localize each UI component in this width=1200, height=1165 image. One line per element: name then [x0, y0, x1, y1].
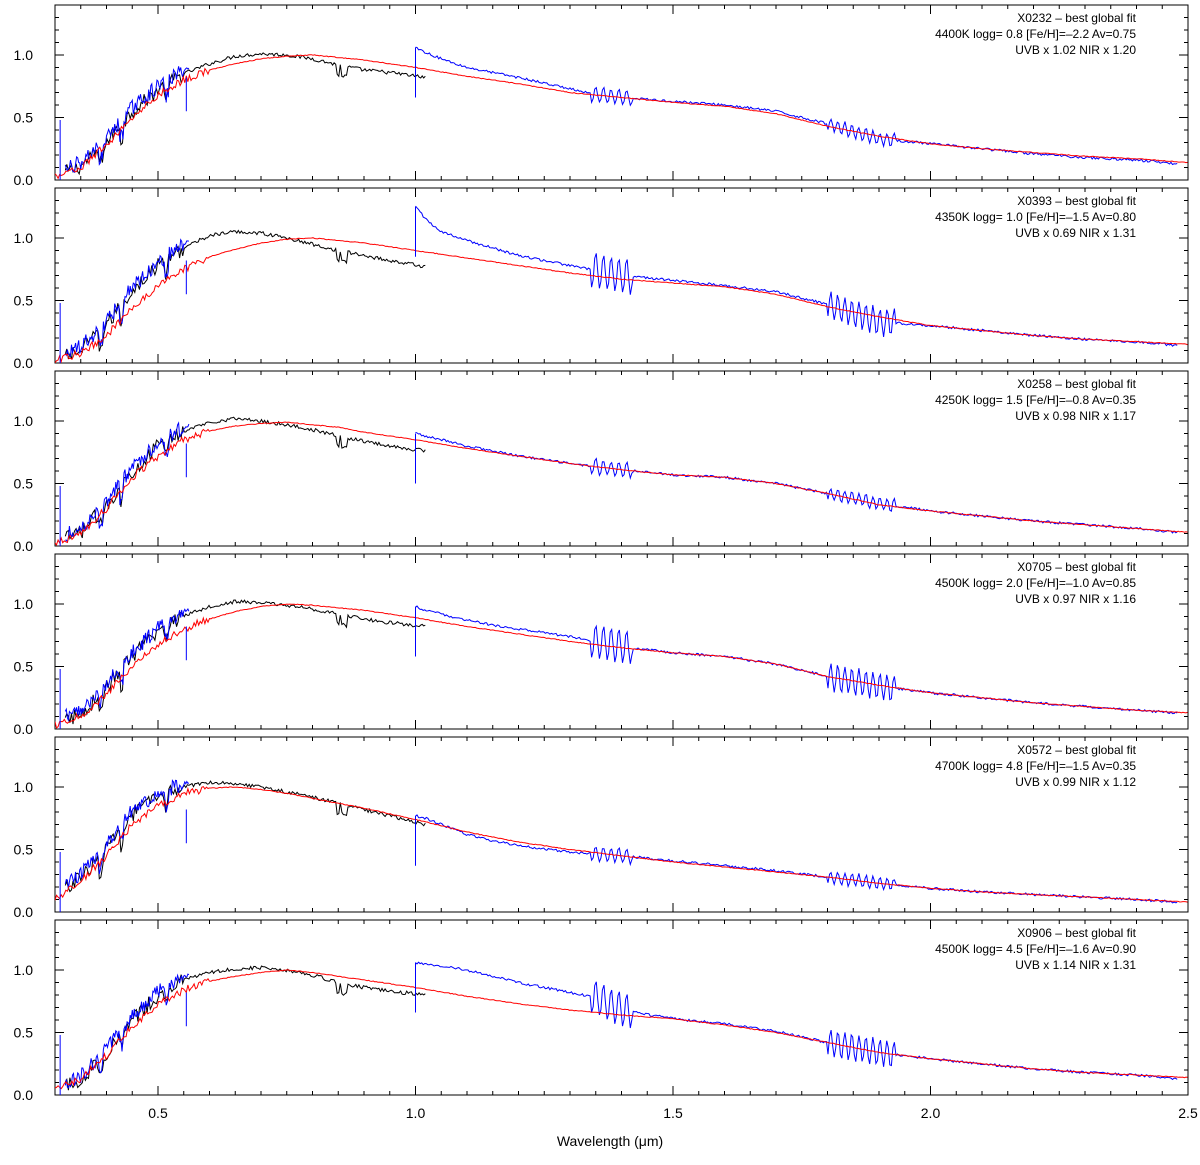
panel-params: 4500K logg= 2.0 [Fe/H]=–1.0 Av=0.85 [935, 576, 1136, 590]
panel-scales: UVB x 0.99 NIR x 1.12 [1015, 775, 1136, 789]
panel-scales: UVB x 1.02 NIR x 1.20 [1015, 43, 1136, 57]
panel-x0572: 0.0 0.5 1.0 X0572 – best global fit 4700K lo… [14, 736, 1189, 920]
panel-title: X0393 – best global fit [1017, 194, 1136, 208]
x-tick-label: 1.0 [406, 1105, 426, 1121]
y-tick-label: 0.0 [14, 1087, 34, 1103]
y-tick-label: 1.0 [14, 230, 34, 246]
y-tick-label: 1.0 [14, 596, 34, 612]
panel-plot-area [55, 46, 1188, 180]
y-tick-label: 0.0 [14, 721, 34, 737]
y-tick-label: 0.0 [14, 904, 34, 920]
panel-params: 4350K logg= 1.0 [Fe/H]=–1.5 Av=0.80 [935, 210, 1136, 224]
panel-params: 4700K logg= 4.8 [Fe/H]=–1.5 Av=0.35 [935, 759, 1136, 773]
model-spectrum [55, 237, 1188, 363]
uvb-spectrum [65, 421, 190, 543]
uvb-spectrum [64, 238, 189, 357]
y-tick-label: 0.5 [14, 110, 34, 126]
x-axis: 0.5 1.0 1.5 2.0 2.5 [148, 1105, 1198, 1121]
nir-spectrum [415, 46, 1178, 166]
x-tick-label: 2.0 [921, 1105, 941, 1121]
panel-plot-area [55, 961, 1188, 1095]
x-tick-label: 1.5 [663, 1105, 683, 1121]
x-tick-label: 0.5 [148, 1105, 168, 1121]
model-spectrum [55, 785, 1188, 903]
uvb-vis-spectrum [64, 416, 426, 540]
uvb-spectrum [64, 66, 190, 173]
y-tick-label: 0.5 [14, 1025, 34, 1041]
nir-spectrum [415, 205, 1178, 347]
y-tick-label: 1.0 [14, 413, 34, 429]
uvb-spectrum [64, 608, 190, 723]
panel-scales: UVB x 0.98 NIR x 1.17 [1015, 409, 1136, 423]
panel-x0393: 0.0 0.5 1.0 X0393 – best global fit 4350K lo… [14, 187, 1189, 371]
nir-spectrum [415, 431, 1178, 534]
panel-x0705: 0.0 0.5 1.0 X0705 – best global fit 4500K lo… [14, 553, 1189, 737]
panel-x0906: 0.0 0.5 1.0 X0906 – best global fit 4500K lo… [14, 919, 1189, 1103]
model-spectrum [55, 54, 1188, 180]
panel-title: X0572 – best global fit [1017, 743, 1136, 757]
nir-spectrum [415, 961, 1178, 1081]
uvb-vis-spectrum [64, 780, 426, 893]
y-tick-label: 0.5 [14, 293, 34, 309]
x-tick-label: 2.5 [1178, 1105, 1198, 1121]
panel-scales: UVB x 1.14 NIR x 1.31 [1015, 958, 1136, 972]
panel-plot-area [55, 779, 1188, 912]
x-axis-label: Wavelength (μm) [557, 1133, 663, 1149]
y-tick-label: 1.0 [14, 962, 34, 978]
panel-plot-area [55, 416, 1188, 546]
panel-params: 4250K logg= 1.5 [Fe/H]=–0.8 Av=0.35 [935, 393, 1136, 407]
uvb-vis-spectrum [64, 52, 426, 176]
nir-spectrum [415, 605, 1178, 715]
uvb-vis-spectrum [64, 965, 426, 1091]
panel-title: X0232 – best global fit [1017, 11, 1136, 25]
y-tick-label: 0.0 [14, 538, 34, 554]
panel-params: 4500K logg= 4.5 [Fe/H]=–1.6 Av=0.90 [935, 942, 1136, 956]
model-spectrum [55, 969, 1188, 1090]
panel-scales: UVB x 0.97 NIR x 1.16 [1015, 592, 1136, 606]
uvb-vis-spectrum [64, 229, 426, 360]
y-tick-label: 0.5 [14, 842, 34, 858]
model-spectrum [55, 603, 1188, 729]
y-tick-label: 0.0 [14, 355, 34, 371]
panel-scales: UVB x 0.69 NIR x 1.31 [1015, 226, 1136, 240]
nir-spectrum [415, 814, 1178, 904]
y-tick-label: 0.5 [14, 476, 34, 492]
model-spectrum [55, 421, 1188, 546]
uvb-spectrum [64, 779, 190, 889]
panel-params: 4400K logg= 0.8 [Fe/H]=–2.2 Av=0.75 [935, 27, 1136, 41]
panel-title: X0705 – best global fit [1017, 560, 1136, 574]
panel-title: X0258 – best global fit [1017, 377, 1136, 391]
panel-title: X0906 – best global fit [1017, 926, 1136, 940]
uvb-vis-spectrum [64, 599, 426, 725]
panel-x0258: 0.0 0.5 1.0 X0258 – best global fit 4250K lo… [14, 370, 1189, 554]
panel-x0232: 0.0 0.5 1.0 X0232 – best global fit 4400K lo… [14, 4, 1189, 188]
y-tick-label: 1.0 [14, 47, 34, 63]
y-tick-label: 0.0 [14, 172, 34, 188]
panel-plot-area [55, 205, 1188, 363]
y-tick-label: 1.0 [14, 779, 34, 795]
panel-plot-area [55, 599, 1188, 729]
y-tick-label: 0.5 [14, 659, 34, 675]
